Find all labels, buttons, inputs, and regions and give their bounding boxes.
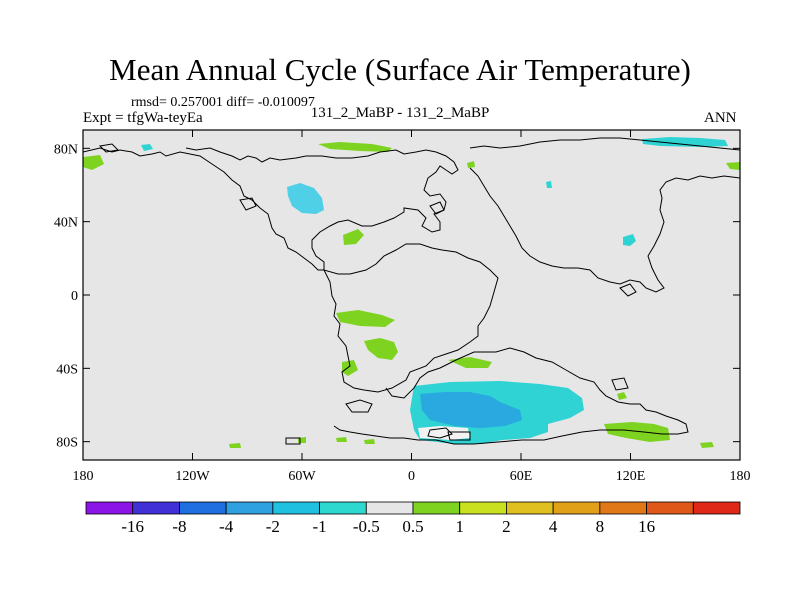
- colorbar-swatch: [85, 501, 134, 515]
- lat-tick-label: 0: [71, 289, 78, 304]
- colorbar-label: 16: [638, 517, 655, 536]
- colorbar: -16 -8 -4 -2 -1 -0.5 0.5 1 2 4 8 16: [85, 501, 741, 536]
- coast-eurasia: [469, 137, 741, 293]
- anomaly-patches: [83, 137, 740, 448]
- anomaly-patch-green-3: [467, 161, 475, 168]
- anomaly-patch-cyan-small: [546, 181, 552, 188]
- colorbar-label: -8: [172, 517, 186, 536]
- anomaly-patch-southern-cool-core: [420, 392, 522, 428]
- coast-southamerica: [323, 243, 499, 393]
- case-label: 131_2_MaBP - 131_2_MaBP: [310, 105, 490, 121]
- anomaly-patch-green-8: [342, 360, 358, 376]
- colorbar-swatch: [132, 501, 180, 515]
- season-label: ANN: [704, 110, 737, 126]
- anomaly-patch-green-14: [336, 437, 347, 442]
- anomaly-patch-green-15: [364, 439, 375, 444]
- colorbar-swatch: [459, 501, 507, 515]
- coast-africa: [333, 347, 689, 445]
- colorbar-swatch: [599, 501, 647, 515]
- anomaly-patch-green-9: [448, 357, 492, 368]
- colorbar-label: 4: [549, 517, 558, 536]
- lon-tick-label: 180: [730, 469, 751, 484]
- anomaly-patch-green-10: [604, 422, 670, 442]
- colorbar-label: -16: [121, 517, 144, 536]
- stats-text: rmsd= 0.257001 diff= -0.010097: [131, 95, 315, 110]
- anomaly-patch-green-6: [336, 310, 395, 327]
- anomaly-patch-green-16: [700, 442, 714, 448]
- coast-islands: [98, 143, 637, 445]
- colorbar-swatch: [552, 501, 601, 515]
- colorbar-label: -4: [219, 517, 234, 536]
- anomaly-patch-green-11: [617, 392, 627, 400]
- lat-axis: 80N 40N 0 40S 80S: [54, 142, 740, 451]
- anomaly-patch-green-2: [318, 142, 392, 152]
- colorbar-label: 0.5: [402, 517, 423, 536]
- colorbar-swatch: [365, 501, 414, 515]
- lon-tick-label: 60E: [510, 469, 533, 484]
- colorbar-label: -2: [266, 517, 280, 536]
- lat-tick-label: 80S: [56, 436, 78, 451]
- anomaly-patch-green-12: [229, 443, 241, 448]
- anomaly-patch-npacific: [287, 183, 324, 214]
- coast-northamerica: [82, 147, 459, 271]
- anomaly-patch-nw-cyan: [141, 144, 153, 151]
- lon-axis: 180 120W 60W 0 60E 120E 180: [73, 130, 751, 484]
- lat-tick-label: 40S: [56, 362, 78, 377]
- lon-tick-label: 120W: [175, 469, 210, 484]
- colorbar-swatch: [272, 501, 320, 515]
- lon-tick-label: 120E: [616, 469, 646, 484]
- lon-tick-label: 60W: [288, 469, 316, 484]
- anomaly-patch-green-4: [726, 162, 740, 170]
- experiment-label: Expt = tfgWa-teyEa: [83, 110, 203, 126]
- anomaly-patch-green-7: [364, 338, 398, 360]
- colorbar-swatch: [319, 501, 367, 515]
- lat-tick-label: 40N: [54, 216, 78, 231]
- colorbar-swatch: [506, 501, 554, 515]
- anomaly-patch-asia-cyan: [623, 234, 636, 246]
- anomaly-patch-green-1: [83, 155, 104, 170]
- colorbar-label: 1: [455, 517, 464, 536]
- lon-tick-label: 180: [73, 469, 94, 484]
- plot-title: Mean Annual Cycle (Surface Air Temperatu…: [109, 52, 691, 87]
- colorbar-label: -1: [312, 517, 326, 536]
- colorbar-swatch: [179, 501, 227, 515]
- lat-tick-label: 80N: [54, 142, 78, 157]
- colorbar-label: 2: [502, 517, 511, 536]
- lon-tick-label: 0: [408, 469, 415, 484]
- colorbar-swatch: [225, 501, 274, 515]
- colorbar-swatch: [412, 501, 461, 515]
- colorbar-label: 8: [596, 517, 605, 536]
- colorbar-swatch: [692, 501, 741, 515]
- anomaly-patch-arctic: [642, 137, 728, 147]
- colorbar-swatch: [646, 501, 694, 515]
- anomaly-patch-green-5: [343, 229, 364, 245]
- coastlines: [82, 137, 741, 445]
- colorbar-label: -0.5: [353, 517, 380, 536]
